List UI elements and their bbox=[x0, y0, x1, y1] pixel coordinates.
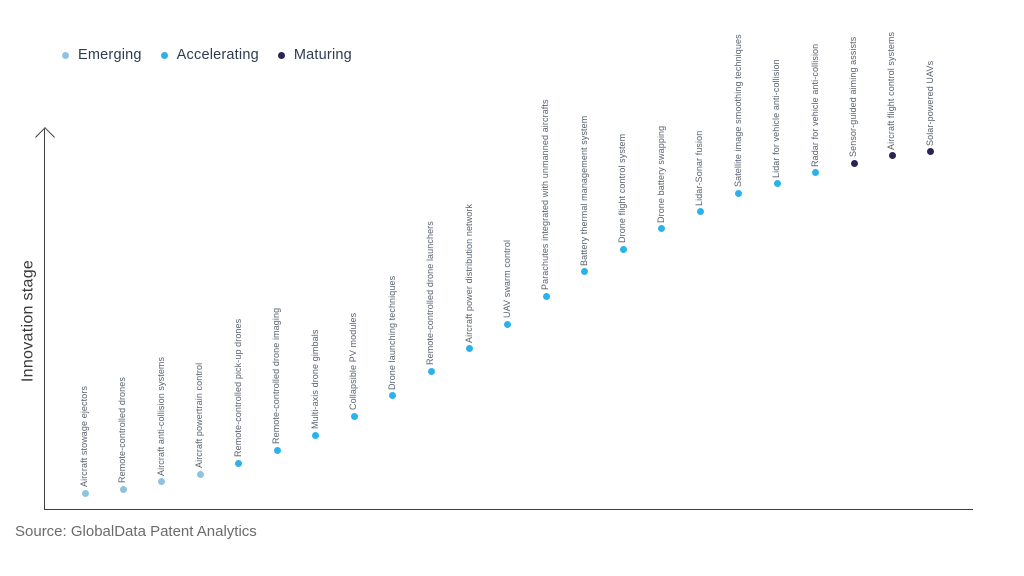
x-axis-line bbox=[44, 509, 973, 510]
data-point-label: Drone launching techniques bbox=[386, 275, 397, 390]
data-point-dot bbox=[466, 345, 473, 353]
data-point-dot bbox=[273, 446, 281, 454]
legend: Emerging Accelerating Maturing bbox=[62, 47, 352, 63]
y-axis-arrow-icon bbox=[35, 127, 55, 147]
data-point-dot bbox=[581, 268, 589, 276]
data-point-label: Aircraft powertrain control bbox=[194, 363, 205, 469]
data-point-label: Aircraft stowage ejectors bbox=[79, 386, 89, 488]
source-note: Source: GlobalData Patent Analytics bbox=[15, 523, 257, 540]
data-point-dot bbox=[850, 159, 858, 167]
data-point-dot bbox=[389, 392, 397, 400]
data-point-label: UAV swarm control bbox=[501, 240, 512, 319]
data-point-dot bbox=[812, 169, 820, 176]
data-point-dot bbox=[158, 478, 166, 486]
data-point-dot bbox=[658, 225, 666, 233]
data-point-dot bbox=[542, 292, 550, 300]
data-point-label: Remote-controlled pick-up drones bbox=[232, 318, 243, 458]
data-point-label: Drone battery swapping bbox=[655, 125, 666, 223]
data-point-label: Collapsible PV modules bbox=[348, 313, 359, 411]
data-point-label: Lidar for vehicle anti-collision bbox=[771, 58, 782, 178]
data-point-dot bbox=[773, 180, 781, 188]
data-point-label: Drone flight control system bbox=[617, 134, 628, 244]
data-point-dot bbox=[888, 152, 896, 160]
data-point-label: Remote-controlled drones bbox=[117, 377, 128, 484]
data-point-dot bbox=[427, 367, 435, 375]
data-point-label: Battery thermal management system bbox=[578, 115, 589, 266]
data-point-label: Aircraft power distribution network bbox=[463, 203, 474, 343]
legend-item-accelerating: Accelerating bbox=[160, 47, 259, 63]
data-point-dot bbox=[81, 489, 89, 497]
data-point-dot bbox=[196, 470, 204, 478]
data-point-label: Solar-powered UAVs bbox=[924, 60, 935, 146]
data-point-label: Sensor-guided aiming assists bbox=[848, 36, 858, 158]
y-axis-label: Innovation stage bbox=[19, 259, 37, 383]
accelerating-dot-icon bbox=[160, 51, 168, 59]
data-point-label: Radar for vehicle anti-collision bbox=[809, 43, 820, 167]
data-point-dot bbox=[504, 320, 512, 328]
data-point-dot bbox=[235, 459, 243, 467]
legend-label-accelerating: Accelerating bbox=[176, 47, 259, 63]
data-point-label: Parachutes integrated with unmanned airc… bbox=[540, 99, 551, 291]
data-point-label: Satellite image smoothing techniques bbox=[732, 34, 743, 188]
data-point-dot bbox=[350, 412, 358, 420]
data-point-label: Remote-controlled drone launchers bbox=[425, 221, 436, 366]
data-point-dot bbox=[927, 148, 935, 156]
maturing-dot-icon bbox=[277, 51, 285, 59]
data-point-dot bbox=[735, 189, 743, 197]
emerging-dot-icon bbox=[62, 51, 69, 59]
legend-item-maturing: Maturing bbox=[277, 47, 352, 63]
data-point-dot bbox=[312, 431, 320, 439]
data-point-label: Aircraft flight control systems bbox=[886, 31, 897, 150]
y-axis-line bbox=[44, 129, 45, 510]
data-point-label: Multi-axis drone gimbals bbox=[309, 329, 320, 429]
legend-item-emerging: Emerging bbox=[62, 47, 142, 63]
legend-label-maturing: Maturing bbox=[293, 47, 352, 63]
data-point-dot bbox=[696, 208, 704, 216]
data-point-label: Remote-controlled drone imaging bbox=[271, 307, 282, 444]
legend-label-emerging: Emerging bbox=[78, 47, 142, 63]
data-point-dot bbox=[619, 245, 627, 253]
data-point-label: Lidar-Sonar fusion bbox=[694, 130, 705, 206]
data-point-dot bbox=[119, 485, 127, 493]
data-point-label: Aircraft anti-collision systems bbox=[155, 356, 166, 476]
